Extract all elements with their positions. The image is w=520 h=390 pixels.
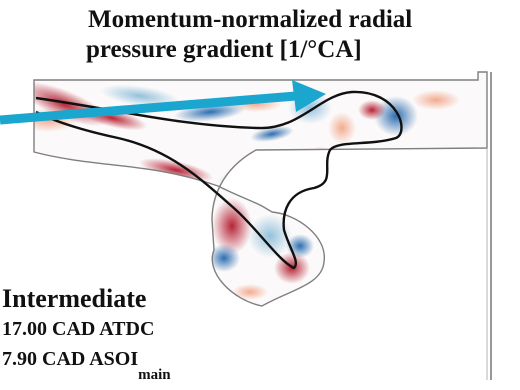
injection-timing-text: 7.90 CAD ASOI: [2, 348, 139, 370]
title-line-2: pressure gradient [1/°CA]: [86, 36, 362, 63]
injection-timing-label: 7.90 CAD ASOImain: [2, 348, 171, 383]
contour-line: [35, 90, 403, 270]
title-line-1: Momentum-normalized radial: [88, 6, 413, 33]
crank-angle-label: 17.00 CAD ATDC: [2, 318, 155, 340]
pointer-arrow: [0, 80, 326, 125]
domain-outline: [33, 71, 488, 307]
regime-label: Intermediate: [2, 284, 147, 313]
injection-timing-subscript: main: [138, 367, 171, 383]
